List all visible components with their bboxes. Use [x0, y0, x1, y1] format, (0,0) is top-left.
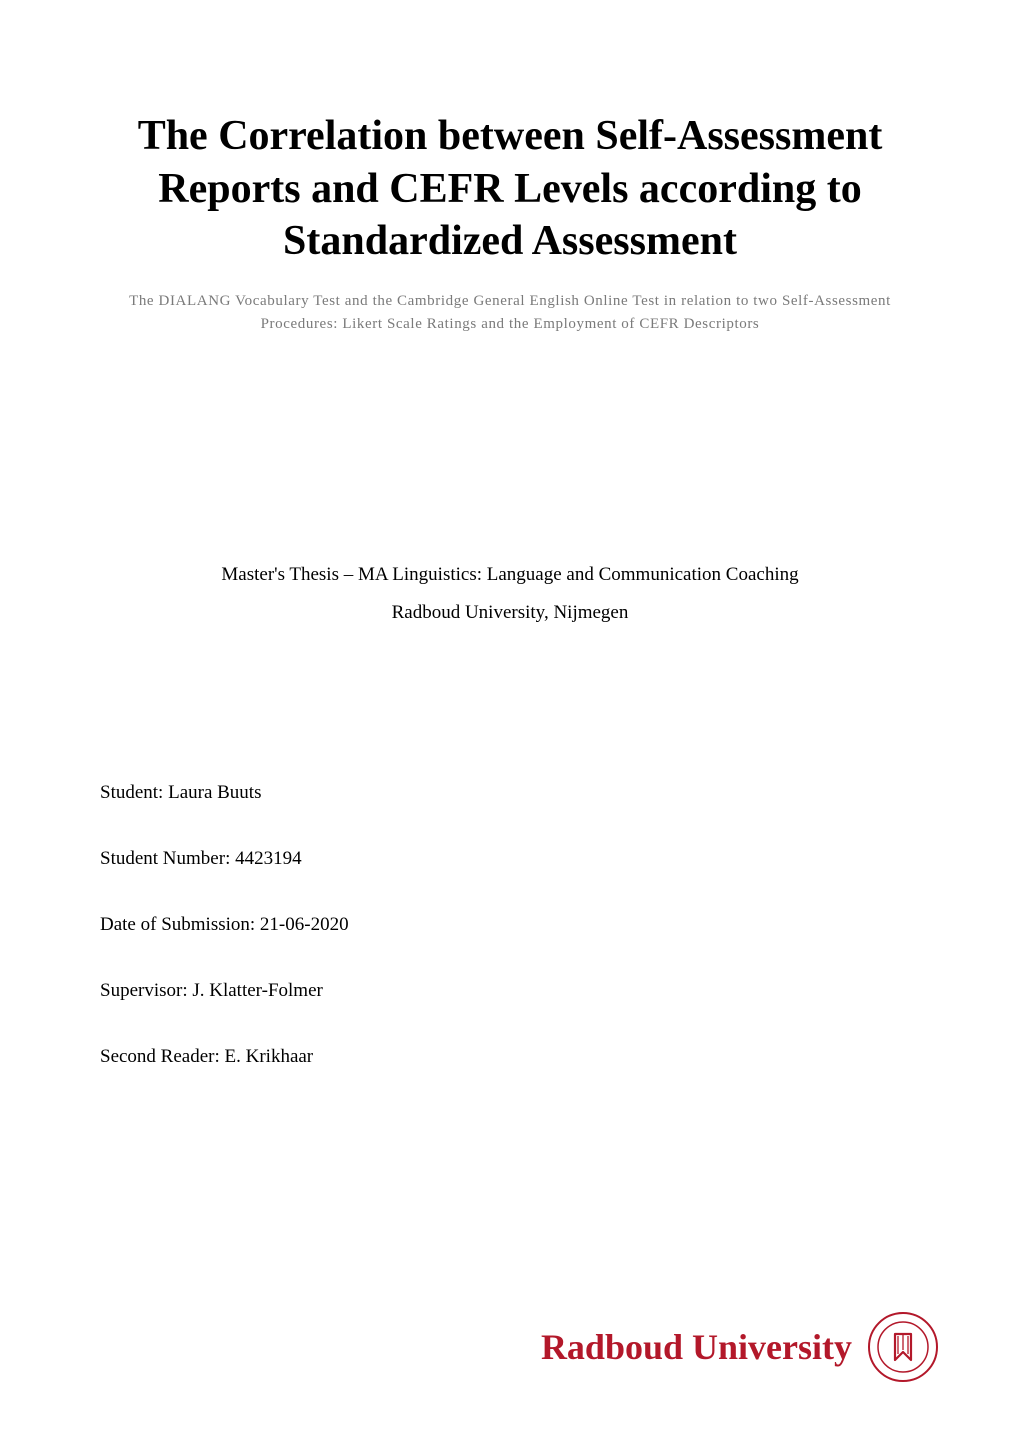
- document-title: The Correlation between Self-Assessment …: [100, 110, 920, 268]
- footer: Radboud University: [541, 1310, 940, 1384]
- second-reader-line: Second Reader: E. Krikhaar: [100, 1046, 920, 1068]
- thesis-program-line: Master's Thesis – MA Linguistics: Langua…: [100, 556, 920, 594]
- submission-date-line: Date of Submission: 21-06-2020: [100, 914, 920, 936]
- thesis-block: Master's Thesis – MA Linguistics: Langua…: [100, 556, 920, 632]
- student-number-line: Student Number: 4423194: [100, 848, 920, 870]
- student-name-line: Student: Laura Buuts: [100, 782, 920, 804]
- thesis-university-line: Radboud University, Nijmegen: [100, 594, 920, 632]
- details-block: Student: Laura Buuts Student Number: 442…: [100, 782, 920, 1068]
- university-name: Radboud University: [541, 1326, 852, 1368]
- supervisor-line: Supervisor: J. Klatter-Folmer: [100, 980, 920, 1002]
- document-subtitle: The DIALANG Vocabulary Test and the Camb…: [100, 290, 920, 337]
- university-seal-icon: [866, 1310, 940, 1384]
